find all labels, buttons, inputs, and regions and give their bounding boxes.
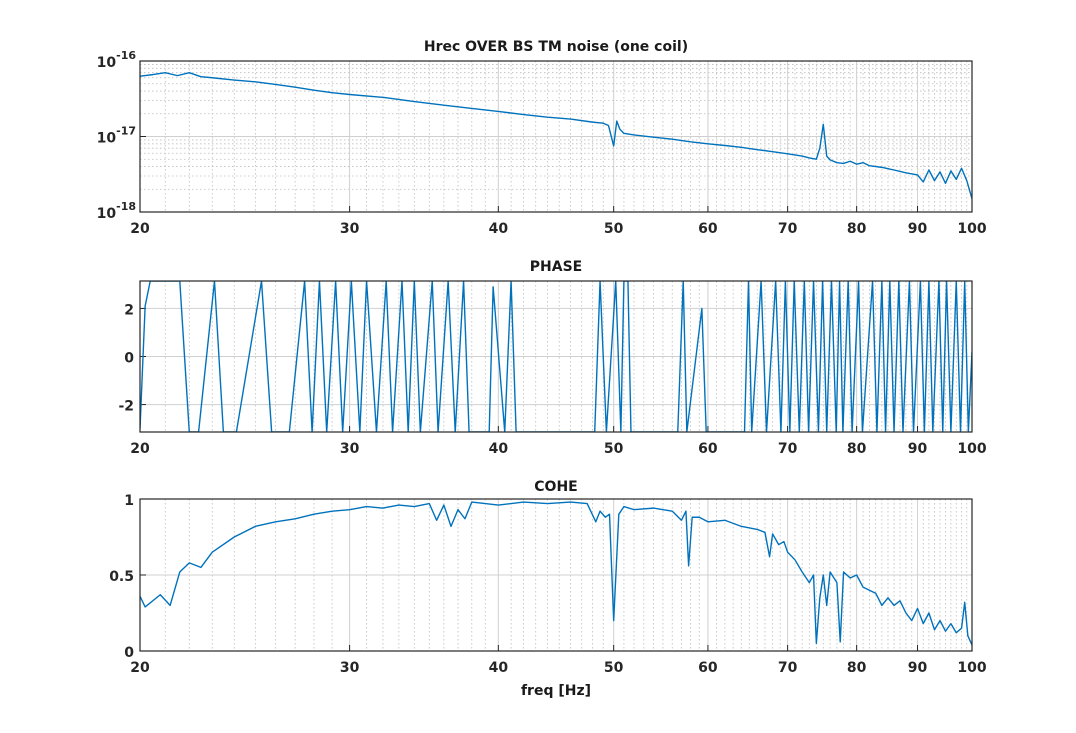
coherence-title: COHE: [534, 479, 577, 495]
magnitude-title: Hrec OVER BS TM noise (one coil): [424, 39, 688, 55]
series-line: [140, 501, 972, 646]
x-tick-label: 30: [340, 221, 360, 237]
coherence-panel: COHE freq [Hz] 20 30 40 50 60 70 80 90 100 0 0.5 1: [109, 479, 987, 699]
y-tick-label: 2: [124, 302, 134, 318]
x-tick-label: 60: [698, 660, 718, 676]
x-tick-label: 90: [908, 441, 928, 457]
y-tick-label: 0: [124, 645, 134, 661]
y-tick-label: -2: [118, 399, 134, 415]
y-tick-label: 10-16: [97, 49, 137, 71]
x-tick-label: 50: [604, 221, 624, 237]
x-tick-label: 80: [847, 441, 867, 457]
x-tick-label: 30: [340, 441, 360, 457]
x-tick-label: 90: [908, 221, 928, 237]
x-tick-label: 70: [778, 441, 798, 457]
x-tick-label: 80: [847, 660, 867, 676]
x-tick-label: 100: [957, 441, 986, 457]
x-tick-label: 30: [340, 660, 360, 676]
y-tick-label: 1: [124, 493, 134, 509]
x-tick-label: 20: [130, 660, 150, 676]
x-tick-label: 70: [778, 660, 798, 676]
x-tick-label: 70: [778, 221, 798, 237]
x-tick-label: 50: [604, 660, 624, 676]
x-tick-label: 80: [847, 221, 867, 237]
y-tick-label: 0: [124, 351, 134, 367]
x-tick-label: 40: [489, 441, 509, 457]
x-tick-label: 100: [957, 660, 986, 676]
x-tick-label: 90: [908, 660, 928, 676]
x-tick-label: 40: [489, 660, 509, 676]
x-tick-label: 50: [604, 441, 624, 457]
coherence-x-axis-label: freq [Hz]: [521, 683, 591, 699]
axes-box: [139, 498, 973, 652]
x-tick-label: 60: [698, 441, 718, 457]
phase-panel: PHASE 20 30 40 50 60 70 80 90 100 -2 0 2: [118, 259, 986, 457]
x-tick-label: 40: [489, 221, 509, 237]
axes-box: [139, 60, 973, 213]
magnitude-panel: Hrec OVER BS TM noise (one coil) 20 30 40 5…: [97, 39, 987, 237]
y-tick-label: 0.5: [109, 569, 134, 585]
x-tick-label: 100: [957, 221, 986, 237]
y-tick-label: 10-18: [97, 200, 136, 222]
x-tick-label: 20: [130, 441, 150, 457]
x-tick-label: 20: [130, 221, 150, 237]
axes-box: [139, 280, 973, 433]
series-line: [140, 72, 972, 199]
phase-title: PHASE: [530, 259, 582, 275]
y-tick-label: 10-17: [97, 125, 136, 147]
x-tick-label: 60: [698, 221, 718, 237]
